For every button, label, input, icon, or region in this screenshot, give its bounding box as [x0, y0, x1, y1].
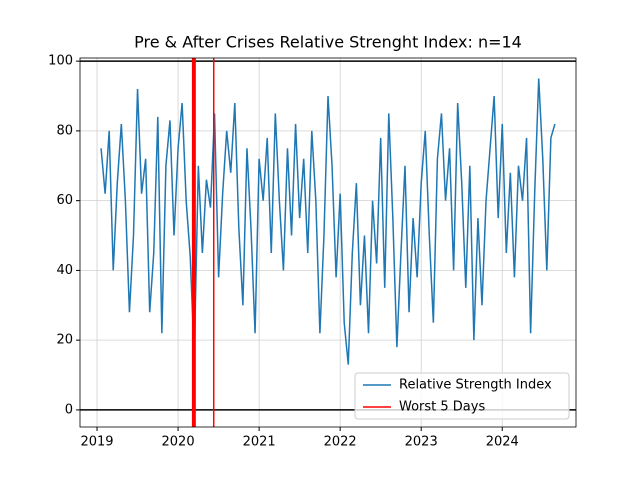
y-tick-label: 60	[56, 193, 73, 208]
x-tick-label: 2020	[162, 435, 195, 450]
axes-frame	[79, 57, 577, 428]
legend-label: Relative Strength Index	[399, 378, 552, 393]
x-tick-label: 2024	[486, 435, 519, 450]
legend-box	[354, 372, 570, 420]
chart-title: Pre & After Crises Relative Strenght Ind…	[134, 33, 522, 52]
x-tick-label: 2021	[243, 435, 276, 450]
y-tick-label: 20	[56, 333, 73, 348]
legend-label: Worst 5 Days	[399, 400, 485, 415]
legend: Relative Strength Index Worst 5 Days	[354, 372, 570, 420]
x-tick-label: 2019	[80, 435, 113, 450]
y-tick-label: 100	[48, 54, 73, 69]
x-tick-label: 2022	[324, 435, 357, 450]
rsi-line	[100, 78, 556, 365]
y-tick-label: 0	[65, 402, 73, 417]
x-tick-label: 2023	[405, 435, 438, 450]
y-tick-label: 40	[56, 263, 73, 278]
y-tick-label: 80	[56, 123, 73, 138]
